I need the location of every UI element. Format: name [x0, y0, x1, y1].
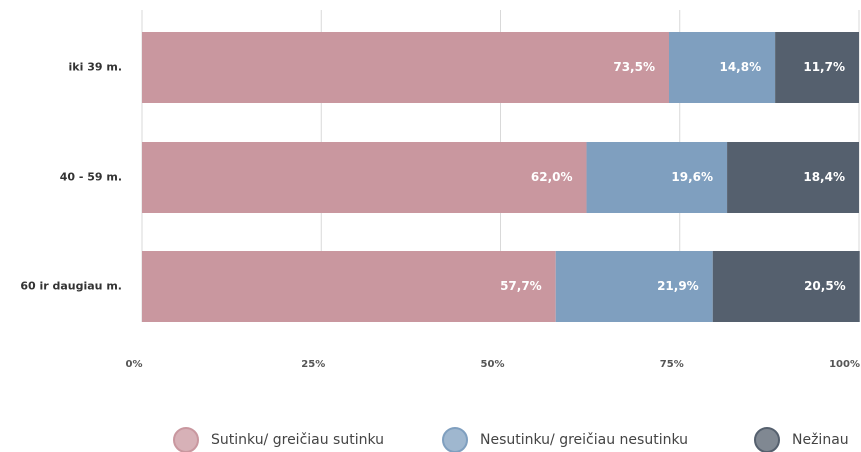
x-tick-label: 50%	[481, 359, 505, 370]
value-label: 18,4%	[803, 170, 845, 184]
y-tick-label: 40 - 59 m.	[60, 171, 122, 184]
legend-label: Nesutinku/ greičiau nesutinku	[480, 432, 688, 448]
y-tick-label: 60 ir daugiau m.	[20, 280, 122, 293]
value-label: 19,6%	[671, 170, 713, 184]
bar-segment	[142, 142, 587, 213]
bar-segment	[775, 32, 859, 103]
bar-segment	[727, 142, 859, 213]
x-tick-label: 25%	[301, 359, 325, 370]
x-tick-label: 100%	[829, 359, 860, 370]
legend-swatch	[442, 427, 468, 452]
value-label: 20,5%	[804, 279, 846, 293]
x-tick-label: 0%	[126, 359, 143, 370]
value-label: 57,7%	[500, 279, 542, 293]
legend-label: Nežinau	[792, 432, 849, 448]
bar-segment	[586, 142, 728, 213]
legend-swatch	[173, 427, 199, 452]
value-label: 21,9%	[657, 279, 699, 293]
value-label: 73,5%	[613, 60, 655, 74]
value-label: 14,8%	[719, 60, 761, 74]
bar-segment	[712, 251, 860, 322]
bar-segment	[555, 251, 713, 322]
bar-segment	[668, 32, 776, 103]
legend-label: Sutinku/ greičiau sutinku	[211, 432, 384, 448]
bar-segment	[142, 251, 556, 322]
y-tick-label: iki 39 m.	[69, 61, 122, 74]
x-tick-label: 75%	[660, 359, 684, 370]
value-label: 11,7%	[803, 60, 845, 74]
legend-swatch	[754, 427, 780, 452]
value-label: 62,0%	[531, 170, 573, 184]
bar-segment	[142, 32, 669, 103]
